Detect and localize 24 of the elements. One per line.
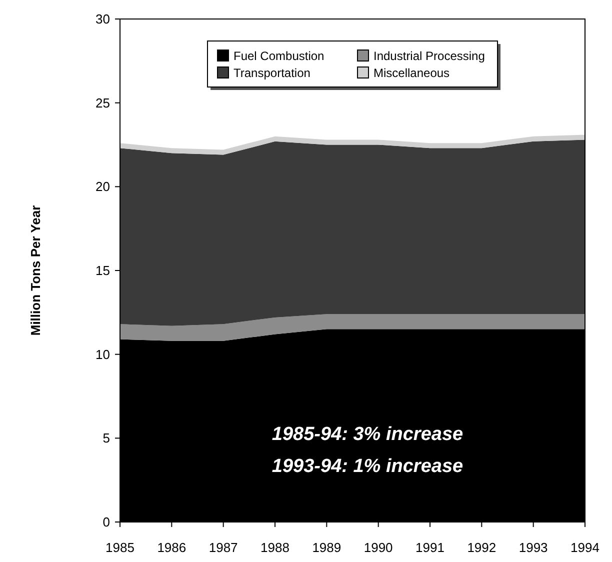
legend-label: Industrial Processing xyxy=(374,49,485,63)
y-axis-title: Million Tons Per Year xyxy=(28,205,43,336)
annotation: 1985-94: 3% increase xyxy=(272,424,464,445)
y-tick-label: 5 xyxy=(102,430,110,446)
y-tick-label: 10 xyxy=(96,346,110,362)
x-tick-label: 1987 xyxy=(208,540,238,555)
y-tick-label: 20 xyxy=(96,179,110,194)
y-tick-label: 25 xyxy=(96,95,110,110)
x-tick-label: 1991 xyxy=(416,540,444,555)
y-tick-label: 30 xyxy=(96,12,110,27)
y-tick-label: 0 xyxy=(102,514,110,530)
annotation: 1993-94: 1% increase xyxy=(272,456,464,477)
x-tick-label: 1992 xyxy=(467,540,496,555)
x-tick-label: 1993 xyxy=(518,540,548,555)
x-tick-label: 1985 xyxy=(106,540,134,555)
legend-label: Transportation xyxy=(234,66,310,80)
x-tick-label: 1986 xyxy=(157,540,186,555)
x-tick-label: 1989 xyxy=(312,540,342,555)
x-tick-label: 1994 xyxy=(570,540,600,555)
x-tick-label: 1990 xyxy=(364,540,393,555)
y-tick-label: 15 xyxy=(96,263,110,278)
legend-label: Fuel Combustion xyxy=(234,49,324,63)
legend-label: Miscellaneous xyxy=(374,66,450,80)
x-tick-label: 1988 xyxy=(260,540,290,555)
